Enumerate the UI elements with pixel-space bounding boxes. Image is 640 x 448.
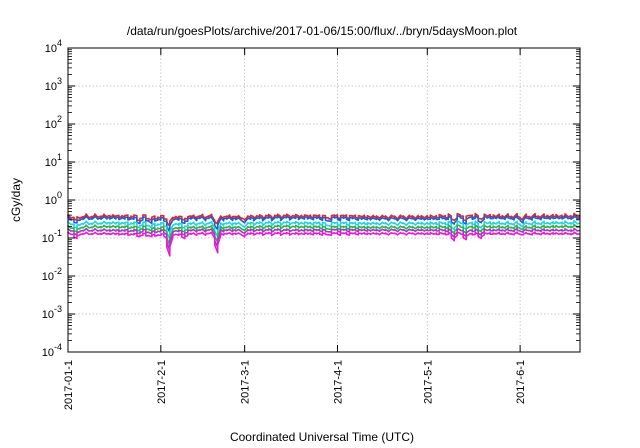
x-axis-label: Coordinated Universal Time (UTC): [230, 430, 414, 444]
y-tick-label: 102: [45, 114, 62, 131]
series-line: [67, 214, 581, 233]
y-tick-label: 104: [45, 38, 62, 55]
y-tick-label: 100: [45, 190, 62, 207]
y-tick-label: 101: [45, 152, 62, 169]
y-tick-label: 103: [45, 76, 62, 93]
y-tick-labels: 10-4 10-3 10-2 10-1 100 101 102 103 104: [42, 38, 62, 359]
series-line: [67, 219, 581, 240]
y-axis-label: cGy/day: [9, 178, 23, 222]
x-tick-label: 2017-4-1: [332, 360, 344, 404]
x-tick-label: 2017-2-1: [156, 360, 168, 404]
y-tick-label: 10-3: [42, 304, 62, 321]
series-line: [67, 231, 581, 257]
y-tick-label: 10-2: [42, 266, 62, 283]
x-tick-label: 2017-5-1: [422, 360, 434, 404]
series-layer: [67, 212, 581, 257]
y-tick-label: 10-4: [42, 342, 62, 359]
series-line: [67, 223, 581, 246]
x-tick-label: 2017-6-1: [515, 360, 527, 404]
chart-title: /data/run/goesPlots/archive/2017-01-06/1…: [127, 24, 518, 38]
x-tick-labels: 2017-01-1 2017-2-1 2017-3-1 2017-4-1 2017-5-…: [63, 360, 527, 410]
x-tick-label: 2017-3-1: [240, 360, 252, 404]
grid: [68, 48, 580, 352]
series-line: [67, 227, 581, 252]
axis-ticks: [67, 47, 580, 353]
y-tick-label: 10-1: [42, 228, 62, 245]
series-line: [67, 212, 581, 228]
x-tick-label: 2017-01-1: [63, 360, 75, 410]
